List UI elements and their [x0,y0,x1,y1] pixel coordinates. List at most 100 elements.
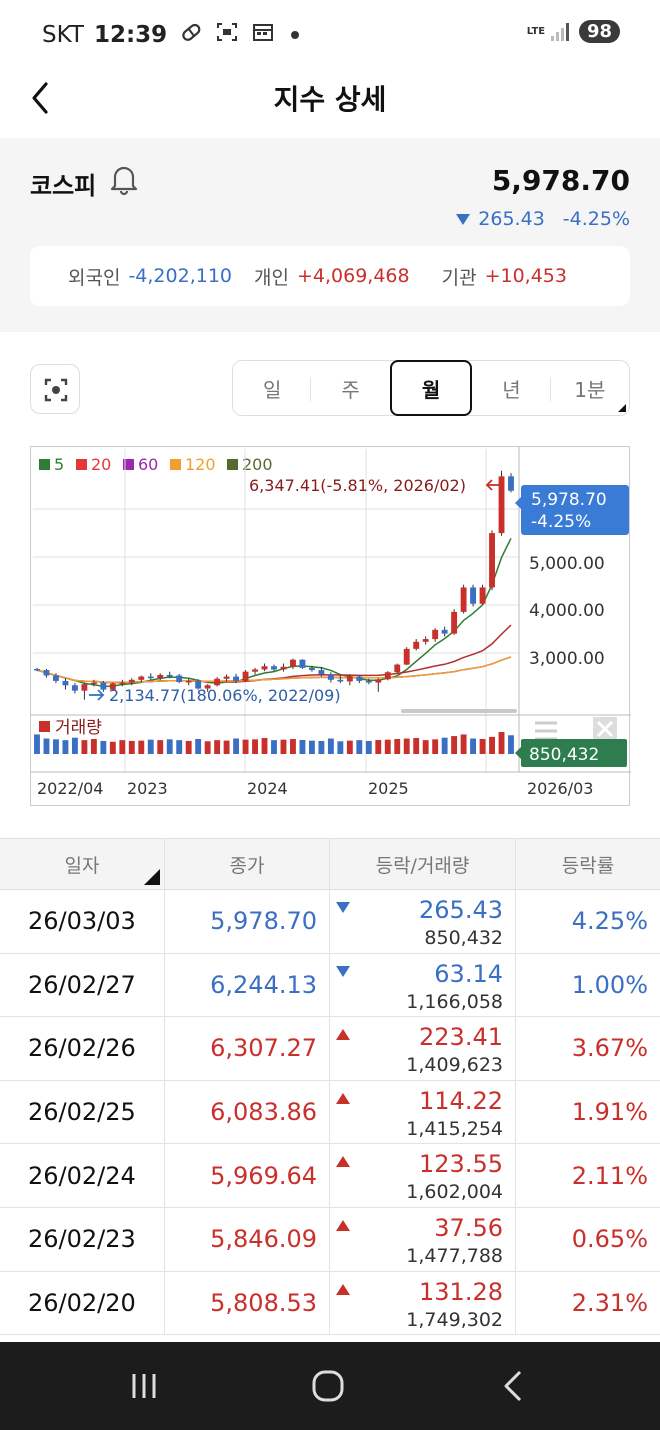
back-button[interactable] [22,76,62,120]
calendar-icon [251,20,275,50]
table-row[interactable]: 26/02/24 5,969.64 123.55 1,602,004 2.11% [0,1144,660,1208]
volume-bar [195,739,202,754]
tab-1min-label: 1분 [574,377,606,402]
volume-bar [242,739,249,754]
header-close: 종가 [165,839,330,889]
candle [62,678,69,690]
volume-bar [318,740,325,754]
volume-bar [498,732,505,754]
table-row[interactable]: 26/02/27 6,244.13 63.14 1,166,058 1.00% [0,953,660,1018]
candle [384,671,391,681]
volume-bar [394,739,401,754]
volume-bar [100,740,107,754]
row-close: 6,083.86 [165,1080,330,1144]
tab-day[interactable]: 일 [233,361,312,415]
volume-bar [508,735,514,754]
current-price-tag-pointer [515,497,521,509]
candle [100,680,107,692]
home-button[interactable] [310,1368,346,1408]
candle [365,678,372,685]
change-value: 265.43 [478,208,545,230]
candle [185,678,192,686]
chart-capture-button[interactable] [30,364,80,414]
tab-month[interactable]: 월 [389,360,473,416]
system-back-button[interactable] [496,1368,532,1408]
volume-legend-swatch [39,721,50,732]
row-date: 26/02/25 [0,1080,165,1144]
capture-icon [44,378,68,402]
up-triangle-icon [336,1219,350,1231]
legend-swatch [170,459,181,470]
row-change-cell: 223.41 1,409,623 [330,1017,516,1080]
row-close: 6,307.27 [165,1017,330,1080]
volume-bar [119,740,126,754]
candle [271,664,277,672]
up-triangle-icon [336,1092,350,1104]
bell-icon [110,166,138,196]
candle [508,473,514,493]
chart-scrollbar[interactable] [401,709,517,713]
table-row[interactable]: 26/02/25 6,083.86 114.22 1,415,254 1.91% [0,1080,660,1145]
table-row[interactable]: 26/02/26 6,307.27 223.41 1,409,623 3.67% [0,1017,660,1081]
tab-week[interactable]: 주 [341,377,360,402]
volume-bar [365,740,372,754]
up-triangle-icon [336,1029,350,1041]
row-change-cell: 114.22 1,415,254 [330,1080,516,1144]
alert-bell-button[interactable] [108,162,140,200]
institution-value: +10,453 [484,265,567,287]
volume-bar [308,740,315,754]
signal-icon [550,22,571,41]
row-change: 265.43 [419,896,503,924]
chart-legend: 5 20 60 120 200 [39,455,273,474]
current-rate-label: -4.25% [531,512,591,532]
row-rate: 4.25% [571,907,648,936]
table-row[interactable]: 26/02/20 5,808.53 131.28 1,749,302 2.31% [0,1271,660,1336]
table-row[interactable]: 26/03/03 5,978.70 265.43 850,432 4.25% [0,890,660,954]
candle [422,636,429,645]
foreign-value: -4,202,110 [128,265,233,287]
row-rate: 2.11% [571,1161,648,1190]
candle [147,673,154,680]
candle [34,667,40,672]
row-volume: 1,477,788 [406,1244,503,1267]
candle [451,609,458,635]
header-date-label: 일자 [64,854,100,877]
row-close: 5,846.09 [165,1207,330,1271]
recent-apps-button[interactable] [126,1368,162,1408]
candle [71,683,78,694]
chevron-left-icon [32,82,48,114]
candle [290,658,296,669]
down-triangle-icon [456,213,471,225]
volume-bar [223,740,230,754]
row-date: 26/02/27 [0,953,165,1017]
tab-1min[interactable]: 1분 [551,361,629,415]
row-change: 131.28 [419,1277,503,1306]
row-date: 26/02/23 [0,1207,165,1271]
row-close: 5,969.64 [165,1144,330,1207]
volume-bar [346,740,353,754]
volume-close-icon[interactable] [593,717,617,741]
legend-label: 20 [91,455,111,474]
candle [346,674,353,686]
x-tick-label: 2025 [368,779,409,798]
table-row[interactable]: 26/02/23 5,846.09 37.56 1,477,788 0.65% [0,1207,660,1272]
candle [498,470,505,536]
index-price: 5,978.70 [491,164,630,197]
volume-menu-icon[interactable] [535,721,557,741]
home-icon [312,1370,344,1402]
candle [479,584,486,605]
min-arrow-icon [89,689,105,701]
volume-bar [185,740,192,754]
volume-bar [157,740,164,754]
tab-year[interactable]: 년 [472,361,552,415]
legend-label: 60 [138,455,158,474]
legend-swatch [227,459,238,470]
volume-bar [128,740,135,754]
row-change: 37.56 [434,1213,503,1242]
header-date[interactable]: 일자 [0,839,165,889]
candle [128,678,135,686]
volume-bar [451,736,458,754]
legend-swatch [123,459,134,470]
down-triangle-icon [336,965,350,977]
price-chart[interactable]: 5 20 60 120 200 5,000.00 4,000.00 3,0 [30,446,631,806]
